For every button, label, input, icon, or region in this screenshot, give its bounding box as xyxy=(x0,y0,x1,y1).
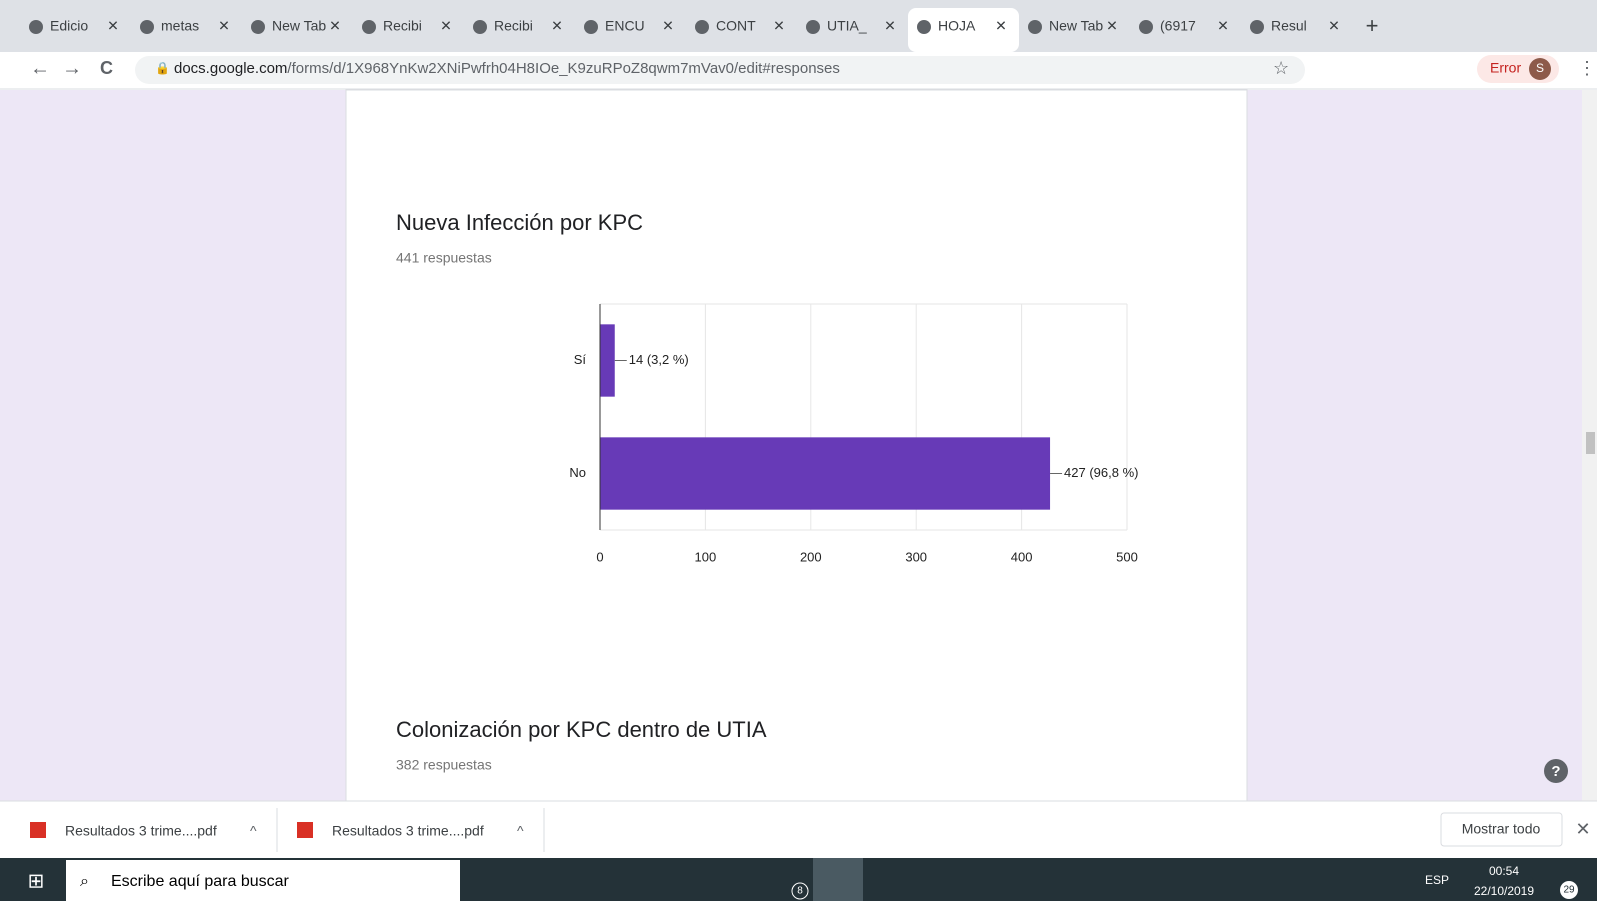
tab-favicon xyxy=(806,20,820,34)
value-label: 427 (96,8 %) xyxy=(1064,465,1138,480)
tab-favicon xyxy=(473,20,487,34)
tab-strip xyxy=(0,0,1597,52)
value-label: 14 (3,2 %) xyxy=(629,352,689,367)
close-downloads[interactable]: ✕ xyxy=(1575,819,1590,839)
question-title: Nueva Infección por KPC xyxy=(396,210,643,235)
tab-favicon xyxy=(1028,20,1042,34)
new-tab[interactable]: + xyxy=(1366,13,1379,38)
tab-close[interactable]: ✕ xyxy=(773,18,785,34)
scroll-thumb[interactable] xyxy=(1586,432,1595,454)
active-app[interactable] xyxy=(813,858,863,901)
tab-close[interactable]: ✕ xyxy=(1106,18,1118,34)
tab-close[interactable]: ✕ xyxy=(995,18,1007,34)
tab-title: Resul xyxy=(1271,18,1307,34)
tab-close[interactable]: ✕ xyxy=(107,18,119,34)
x-tick-label: 200 xyxy=(800,549,822,564)
bookmark-star[interactable]: ☆ xyxy=(1273,58,1289,78)
download-file[interactable]: Resultados 3 trime....pdf xyxy=(332,823,484,839)
omnibox[interactable] xyxy=(135,56,1305,84)
back-button[interactable]: ← xyxy=(30,57,50,79)
url-path: /forms/d/1X968YnKw2XNiPwfrh04H8IOe_K9zuR… xyxy=(287,60,840,77)
notification-badge-circle xyxy=(1560,881,1578,899)
tab-close[interactable]: ✕ xyxy=(329,18,341,34)
x-tick-label: 400 xyxy=(1011,549,1033,564)
avatar-initial: S xyxy=(1536,61,1544,75)
tab-title: (6917 xyxy=(1160,18,1196,34)
download-menu[interactable]: ^ xyxy=(250,823,257,839)
pdf-icon xyxy=(297,822,313,838)
help-icon: ? xyxy=(1551,763,1560,780)
url: docs.google.com/forms/d/1X968YnKw2XNiPwf… xyxy=(174,60,840,77)
tab-close[interactable]: ✕ xyxy=(440,18,452,34)
tab-title: ENCU xyxy=(605,18,645,34)
notification-badge: 29 xyxy=(1563,885,1575,896)
mail-badge-circle xyxy=(791,882,809,900)
download-bar xyxy=(0,801,1597,858)
active-tab[interactable] xyxy=(908,8,1019,52)
reload-button[interactable]: C xyxy=(100,58,113,78)
clock-date: 22/10/2019 xyxy=(1474,884,1534,898)
search-box[interactable] xyxy=(66,860,460,901)
tab-title: Recibi xyxy=(494,18,533,34)
question-title: Colonización por KPC dentro de UTIA xyxy=(396,717,767,742)
tab-close[interactable]: ✕ xyxy=(1328,18,1340,34)
language: ESP xyxy=(1425,873,1449,887)
mail-badge: 8 xyxy=(797,886,803,897)
tab-title: CONT xyxy=(716,18,756,34)
x-tick-label: 100 xyxy=(695,549,717,564)
tab-title: New Tab xyxy=(272,18,326,34)
show-all-label: Mostrar todo xyxy=(1462,821,1541,837)
tab-title: UTIA_ xyxy=(827,18,867,34)
tab-favicon xyxy=(695,20,709,34)
tab-title: Recibi xyxy=(383,18,422,34)
response-count: 441 respuestas xyxy=(396,250,492,266)
bar xyxy=(600,324,615,397)
tab-favicon xyxy=(1250,20,1264,34)
search-icon: ⌕ xyxy=(80,873,89,890)
forward-button[interactable]: → xyxy=(62,57,82,79)
tab-title: New Tab xyxy=(1049,18,1103,34)
url-host: docs.google.com xyxy=(174,60,287,77)
avatar xyxy=(1529,58,1551,80)
tab-favicon xyxy=(362,20,376,34)
help-button[interactable] xyxy=(1544,759,1568,783)
y-tick-label: Sí xyxy=(574,352,587,367)
pdf-icon xyxy=(30,822,46,838)
start-button[interactable]: ⊞ xyxy=(28,870,45,892)
show-all-button[interactable] xyxy=(1440,812,1563,847)
x-tick-label: 0 xyxy=(596,549,603,564)
tab-favicon xyxy=(1139,20,1153,34)
tab-favicon xyxy=(29,20,43,34)
tab-favicon xyxy=(251,20,265,34)
tab-close[interactable]: ✕ xyxy=(218,18,230,34)
tab-close[interactable]: ✕ xyxy=(1217,18,1229,34)
tab-title: metas xyxy=(161,18,199,34)
menu-button[interactable]: ⋮ xyxy=(1578,58,1596,78)
tab-title: HOJA xyxy=(938,18,976,34)
tab-close[interactable]: ✕ xyxy=(551,18,563,34)
bar xyxy=(600,437,1051,510)
tab-close[interactable]: ✕ xyxy=(884,18,896,34)
download-file[interactable]: Resultados 3 trime....pdf xyxy=(65,823,217,839)
profile-status: Error xyxy=(1490,60,1521,76)
lock-icon: 🔒 xyxy=(155,61,170,75)
x-tick-label: 300 xyxy=(905,549,927,564)
tab-favicon xyxy=(917,20,931,34)
y-tick-label: No xyxy=(569,465,586,480)
tab-favicon xyxy=(140,20,154,34)
clock-time: 00:54 xyxy=(1489,864,1519,878)
download-menu[interactable]: ^ xyxy=(517,823,524,839)
x-tick-label: 500 xyxy=(1116,549,1138,564)
tab-title: Edicio xyxy=(50,18,88,34)
tab-close[interactable]: ✕ xyxy=(662,18,674,34)
response-count: 382 respuestas xyxy=(396,757,492,773)
search-placeholder: Escribe aquí para buscar xyxy=(111,873,290,890)
tab-favicon xyxy=(584,20,598,34)
